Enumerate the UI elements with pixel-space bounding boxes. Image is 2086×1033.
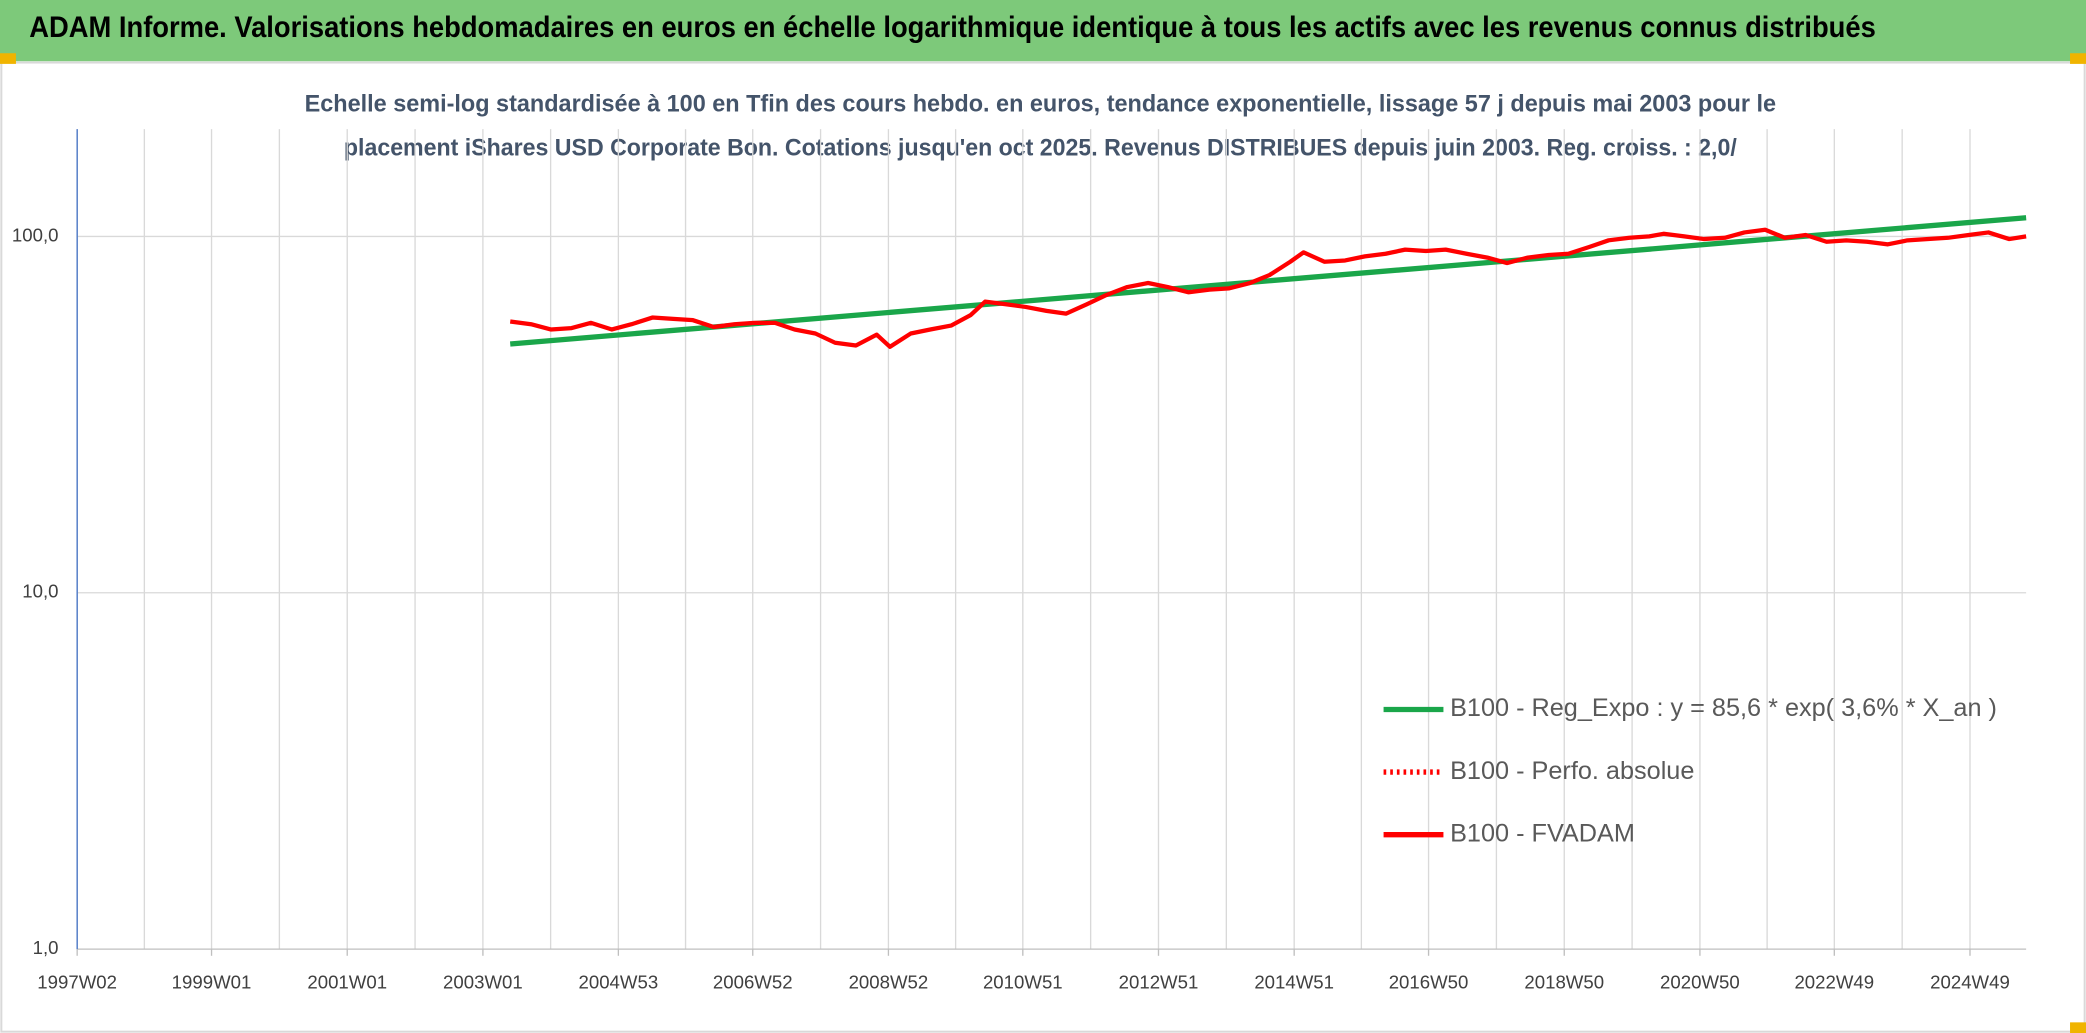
x-tick-label: 2022W49 [1794,972,1874,993]
x-tick-label: 2003W01 [443,972,523,993]
corner-mark [2070,53,2086,64]
chart-frame [0,61,2086,1033]
x-tick-label: 2018W50 [1524,972,1604,993]
x-tick-label: 2012W51 [1119,972,1199,993]
legend-label: B100 - Perfo. absolue [1450,757,1694,785]
x-tick-label: 2004W53 [579,972,659,993]
corner-mark [2070,1022,2086,1033]
chart-subtitle: placement iShares USD Corporate Bon. Cot… [344,134,1737,161]
legend-label: B100 - Reg_Expo : y = 85,6 * exp( 3,6% *… [1450,694,1997,722]
x-tick-label: 2010W51 [983,972,1063,993]
y-tick-label: 1,0 [33,937,59,958]
series-line [509,227,2027,349]
x-tick-label: 2020W50 [1660,972,1740,993]
x-tick-label: 2014W51 [1254,972,1334,993]
x-tick-label: 2006W52 [713,972,793,993]
corner-mark [0,53,16,64]
x-tick-label: 2008W52 [849,972,929,993]
x-tick-label: 2016W50 [1389,972,1469,993]
y-tick-label: 100,0 [12,224,59,245]
header-bar [0,0,2086,62]
x-tick-label: 2024W49 [1930,972,2010,993]
y-tick-label: 10,0 [22,581,58,602]
x-tick-label: 2001W01 [307,972,387,993]
legend-label: B100 - FVADAM [1450,819,1635,847]
x-tick-label: 1999W01 [172,972,252,993]
x-tick-label: 1997W02 [37,972,117,993]
chart-subtitle: Echelle semi-log standardisée à 100 en T… [305,90,1776,117]
chart-title: ADAM Informe. Valorisations hebdomadaire… [29,12,1876,44]
